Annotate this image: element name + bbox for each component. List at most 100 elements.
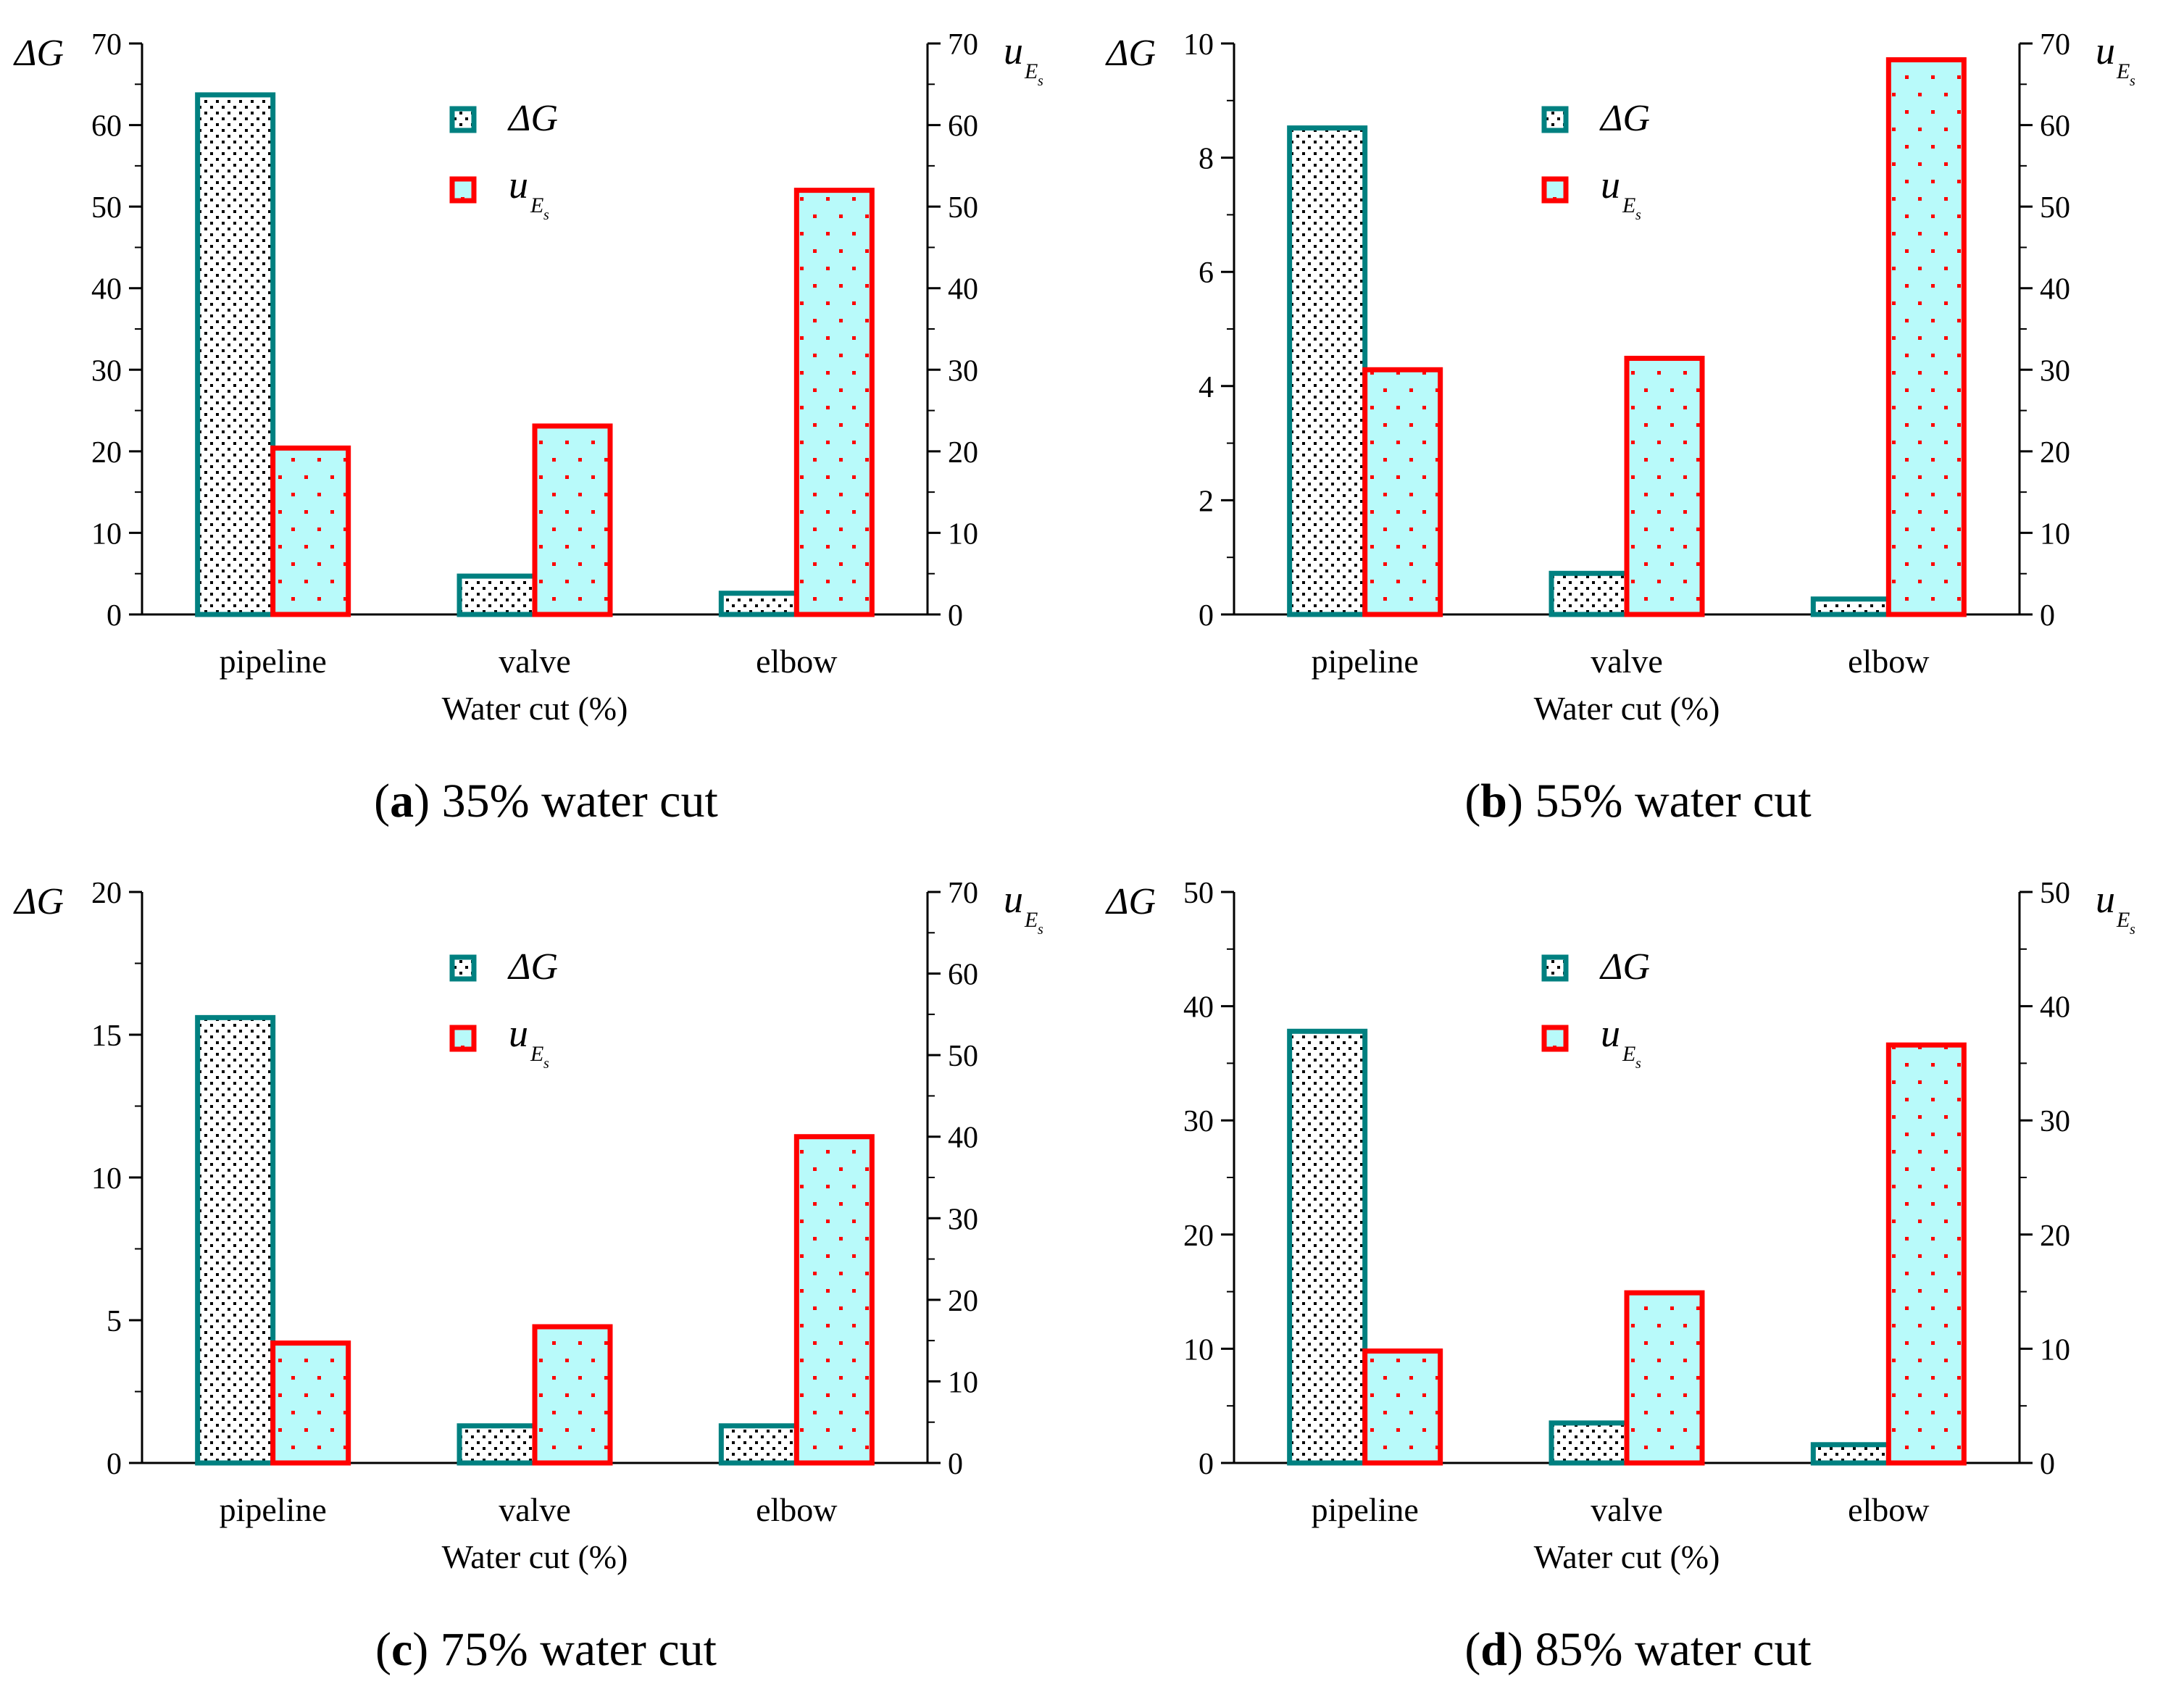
right-tick-label: 20 <box>948 1285 978 1318</box>
dg-bar <box>718 1423 799 1466</box>
left-tick-label: 30 <box>1183 1105 1214 1138</box>
legend-label-ue: u <box>1601 163 1620 207</box>
right-axis-label-sub: E <box>2116 59 2130 83</box>
right-tick-label: 50 <box>2040 877 2070 910</box>
right-axis-label: u <box>1004 877 1023 921</box>
left-tick-label: 10 <box>91 517 122 551</box>
dg-bar <box>1549 1420 1630 1466</box>
left-axis-label: ΔG <box>1105 881 1156 922</box>
left-tick-label: 10 <box>1183 1333 1214 1367</box>
dg-bar <box>457 1423 538 1466</box>
ue-bar <box>1624 1290 1705 1466</box>
ue-bar <box>532 1324 613 1466</box>
category-label: valve <box>1591 643 1663 680</box>
right-tick-label: 0 <box>948 1448 963 1481</box>
legend-swatch-ue <box>1541 1025 1569 1052</box>
ue-bar <box>793 1134 875 1466</box>
right-tick-label: 10 <box>2040 1333 2070 1367</box>
left-axis-label: ΔG <box>13 881 64 922</box>
left-tick-label: 10 <box>91 1162 122 1196</box>
left-tick-label: 70 <box>91 28 122 62</box>
right-axis-label-sub: E <box>1024 59 1038 83</box>
ue-bar <box>270 445 351 617</box>
left-tick-label: 5 <box>107 1305 122 1338</box>
right-axis-label-subsub: s <box>2130 922 2135 938</box>
legend-label-dg: ΔG <box>1599 98 1650 139</box>
right-axis-label: u <box>2096 29 2115 72</box>
left-tick-label: 50 <box>91 191 122 225</box>
right-tick-label: 40 <box>2040 273 2070 307</box>
legend-swatch-dg <box>449 106 477 133</box>
right-axis-label-sub: E <box>1024 908 1038 932</box>
right-tick-label: 20 <box>948 436 978 470</box>
left-tick-label: 8 <box>1199 143 1214 176</box>
left-tick-label: 0 <box>107 599 122 633</box>
category-label: valve <box>1591 1491 1663 1528</box>
right-tick-label: 10 <box>948 517 978 551</box>
x-axis-label: Water cut (%) <box>442 690 628 727</box>
caption-letter: b <box>1480 775 1508 827</box>
legend-swatch-dg <box>1541 954 1569 982</box>
right-axis-label: u <box>1004 29 1023 72</box>
category-label: pipeline <box>1312 643 1419 680</box>
legend-label-ue: u <box>1601 1012 1620 1055</box>
right-tick-label: 50 <box>2040 191 2070 225</box>
left-tick-label: 2 <box>1199 485 1214 518</box>
category-label: valve <box>499 1491 571 1528</box>
ue-bar <box>1885 1042 1967 1466</box>
caption-c: (c) 75% water cut <box>375 1623 717 1676</box>
legend-label-ue-subsub: s <box>1635 1056 1641 1072</box>
right-tick-label: 60 <box>948 110 978 143</box>
ue-bar <box>1362 367 1443 617</box>
ue-bar <box>1362 1348 1443 1466</box>
x-axis-label: Water cut (%) <box>1534 1538 1720 1575</box>
dg-bar <box>457 573 538 617</box>
caption-text: 85% water cut <box>1535 1623 1812 1676</box>
right-tick-label: 70 <box>948 28 978 62</box>
left-tick-label: 20 <box>1183 1219 1214 1253</box>
dg-bar <box>1287 125 1368 617</box>
category-label: pipeline <box>1312 1491 1419 1528</box>
ue-bar <box>270 1340 351 1466</box>
category-label: elbow <box>756 1491 838 1528</box>
legend-label-ue-sub: E <box>530 193 543 217</box>
right-tick-label: 50 <box>948 191 978 225</box>
right-tick-label: 70 <box>948 877 978 910</box>
legend-label-ue-subsub: s <box>1635 207 1641 223</box>
right-axis-label-subsub: s <box>1038 922 1043 938</box>
ue-bar <box>1885 57 1967 617</box>
category-label: elbow <box>1848 643 1930 680</box>
category-label: pipeline <box>220 1491 327 1528</box>
right-axis-label-subsub: s <box>1038 73 1043 89</box>
left-tick-label: 40 <box>1183 991 1214 1025</box>
caption-text: 75% water cut <box>440 1623 717 1676</box>
caption-text: 35% water cut <box>441 775 718 827</box>
dg-bar <box>1287 1028 1368 1466</box>
legend-label-ue-subsub: s <box>543 1056 549 1072</box>
legend-swatch-dg <box>1541 106 1569 133</box>
right-tick-label: 40 <box>948 1122 978 1155</box>
legend-label-ue-sub: E <box>1622 1042 1635 1066</box>
caption-text: 55% water cut <box>1535 775 1812 827</box>
left-tick-label: 10 <box>1183 28 1214 62</box>
dg-bar <box>1810 1442 1891 1466</box>
x-axis-label: Water cut (%) <box>1534 690 1720 727</box>
right-tick-label: 60 <box>2040 110 2070 143</box>
dg-bar <box>1549 570 1630 617</box>
dg-bar <box>1810 596 1891 617</box>
ue-bar <box>1624 356 1705 617</box>
right-axis-label-subsub: s <box>2130 73 2135 89</box>
right-tick-label: 70 <box>2040 28 2070 62</box>
caption-b: (b) 55% water cut <box>1464 775 1812 827</box>
left-tick-label: 4 <box>1199 371 1214 404</box>
left-tick-label: 20 <box>91 877 122 910</box>
category-label: elbow <box>1848 1491 1930 1528</box>
left-tick-label: 20 <box>91 436 122 470</box>
right-tick-label: 10 <box>2040 517 2070 551</box>
caption-letter: c <box>391 1623 413 1676</box>
